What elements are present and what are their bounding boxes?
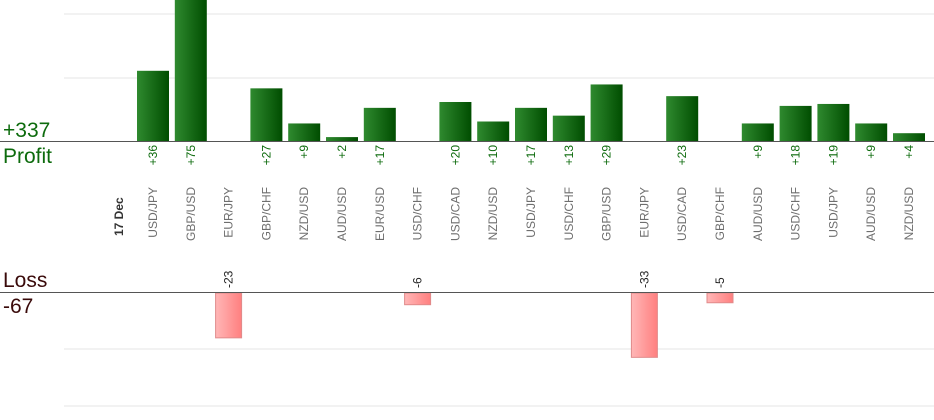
profit-total: +337	[3, 119, 50, 142]
profit-bar	[288, 123, 321, 141]
date-label: 17 Dec	[112, 197, 126, 236]
loss-bar	[630, 292, 658, 358]
profit-value-label: +18	[789, 145, 803, 166]
profit-value-label: +9	[864, 145, 878, 159]
profit-value-label: +9	[297, 145, 311, 159]
profit-bar	[666, 96, 699, 141]
profit-value-label: +75	[184, 145, 198, 166]
category-label: GBP/CHF	[259, 187, 273, 240]
profit-bar	[250, 88, 283, 141]
profit-bar	[893, 133, 925, 141]
profit-bar	[477, 121, 510, 141]
profit-bar	[363, 107, 396, 141]
category-label: USD/CAD	[448, 187, 462, 241]
category-label: USD/CHF	[562, 187, 576, 240]
profit-bar	[590, 84, 623, 141]
axes	[0, 141, 934, 293]
profit-bar	[439, 102, 472, 141]
loss-bar	[215, 292, 243, 339]
profit-value-label: +20	[448, 145, 462, 166]
category-label: EUR/JPY	[637, 187, 651, 238]
category-label: NZD/USD	[297, 187, 311, 241]
grid-lines	[64, 13, 934, 407]
loss-value-label: -23	[222, 270, 236, 288]
category-label: USD/CAD	[675, 187, 689, 241]
profit-value-label: +29	[600, 145, 614, 166]
profit-value-label: +19	[826, 145, 840, 166]
loss-total: -67	[3, 295, 33, 318]
profit-bar	[552, 115, 585, 141]
category-label: NZD/USD	[902, 187, 916, 241]
profit-value-label: +4	[902, 145, 916, 159]
profit-bar	[137, 70, 169, 141]
profit-bar	[741, 123, 774, 141]
category-label: USD/JPY	[524, 187, 538, 238]
profit-value-label: +10	[486, 145, 500, 166]
profit-label: Profit	[3, 145, 52, 168]
profit-value-label: +17	[373, 145, 387, 166]
profit-value-label: +2	[335, 145, 349, 159]
category-label: AUD/USD	[751, 187, 765, 241]
profit-bar	[326, 137, 358, 141]
category-label: EUR/USD	[373, 187, 387, 241]
bars	[137, 0, 925, 358]
category-label: GBP/USD	[600, 187, 614, 241]
profit-value-label: +27	[259, 145, 273, 166]
labels: +36 USD/JPY +75 GBP/USD -23 EUR/JPY +27 GBP/CHF…	[146, 145, 916, 288]
category-label: EUR/JPY	[222, 187, 236, 238]
loss-value-label: -33	[637, 270, 651, 288]
profit-bar	[174, 0, 207, 141]
profit-bar	[779, 105, 812, 141]
category-label: AUD/USD	[335, 187, 349, 241]
category-label: USD/CHF	[411, 187, 425, 240]
category-label: AUD/USD	[864, 187, 878, 241]
loss-value-label: -5	[713, 277, 727, 288]
profit-value-label: +17	[524, 145, 538, 166]
loss-bar	[404, 292, 432, 306]
profit-value-label: +36	[146, 145, 160, 166]
category-label: USD/JPY	[826, 187, 840, 238]
profit-value-label: +13	[562, 145, 576, 166]
category-label: GBP/USD	[184, 187, 198, 241]
profit-value-label: +23	[675, 145, 689, 166]
loss-value-label: -6	[411, 277, 425, 288]
category-label: USD/JPY	[146, 187, 160, 238]
loss-bar	[706, 292, 734, 304]
category-label: GBP/CHF	[713, 187, 727, 240]
profit-bar	[855, 123, 888, 141]
loss-label: Loss	[3, 269, 47, 292]
profit-bar	[515, 107, 547, 141]
profit-bar	[817, 103, 850, 141]
category-label: USD/CHF	[789, 187, 803, 240]
category-label: NZD/USD	[486, 187, 500, 241]
profit-value-label: +9	[751, 145, 765, 159]
